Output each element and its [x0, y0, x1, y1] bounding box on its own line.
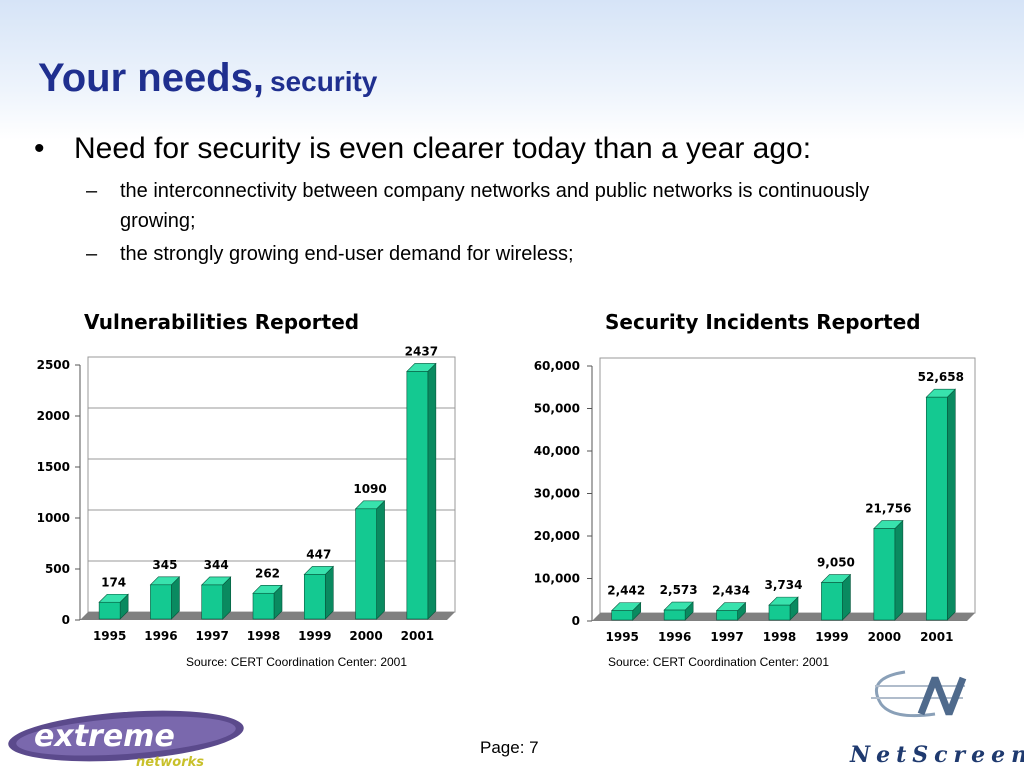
y-tick-label: 30,000 [534, 487, 580, 501]
x-tick-label: 2000 [349, 629, 382, 643]
bar-value-label: 1090 [353, 482, 386, 496]
sub-bullet-text: the interconnectivity between company ne… [120, 180, 870, 232]
title-main: Your needs, [38, 56, 264, 100]
x-tick-label: 1999 [815, 630, 848, 644]
x-tick-label: 1997 [710, 630, 743, 644]
bar-value-label: 52,658 [918, 370, 964, 384]
bar-value-label: 344 [204, 558, 229, 572]
x-tick-label: 2001 [920, 630, 953, 644]
bar-side [324, 565, 334, 620]
sub-bullet-text: the strongly growing end-user demand for… [120, 243, 574, 265]
bar [611, 610, 634, 621]
slide-title: Your needs, security [38, 56, 377, 101]
bar [201, 584, 224, 620]
y-tick-label: 500 [45, 562, 70, 576]
bar [768, 604, 791, 621]
extreme-networks-logo: extreme networks [8, 710, 244, 768]
bar-value-label: 447 [306, 547, 331, 561]
bar [873, 528, 896, 621]
dash-icon: – [86, 180, 98, 202]
bar-value-label: 174 [101, 575, 126, 589]
bar [925, 396, 948, 621]
dash-icon: – [86, 243, 98, 265]
sub-bullet: – the strongly growing end-user demand f… [86, 239, 906, 269]
x-tick-label: 1996 [658, 630, 691, 644]
extreme-logo-text: extreme [34, 719, 175, 754]
bar [303, 574, 326, 620]
x-tick-label: 2001 [401, 629, 434, 643]
plot-area [599, 357, 976, 614]
chart-title-incidents: Security Incidents Reported [605, 310, 921, 334]
bar-value-label: 345 [152, 558, 177, 572]
x-tick-label: 2000 [868, 630, 901, 644]
bar-value-label: 262 [255, 566, 280, 580]
bar-value-label: 2,573 [660, 583, 698, 597]
y-tick-label: 20,000 [534, 529, 580, 543]
page-number: Page: 7 [480, 738, 539, 757]
x-tick-label: 1999 [298, 629, 331, 643]
bar [663, 609, 686, 621]
bar-value-label: 2,442 [607, 584, 645, 598]
bar [406, 371, 429, 620]
x-tick-label: 1996 [144, 629, 177, 643]
y-tick-label: 0 [62, 613, 70, 627]
bar-value-label: 2,434 [712, 584, 750, 598]
source-note-incidents: Source: CERT Coordination Center: 2001 [608, 655, 830, 669]
bar [355, 508, 377, 620]
bar-value-label: 9,050 [817, 556, 855, 570]
bar-value-label: 3,734 [765, 578, 803, 592]
bar [98, 601, 121, 620]
title-sub: security [269, 66, 378, 97]
sub-bullet: – the interconnectivity between company … [86, 176, 906, 236]
bar-value-label: 21,756 [865, 502, 911, 516]
y-tick-label: 40,000 [534, 444, 580, 458]
x-tick-label: 1997 [196, 629, 229, 643]
main-bullet: • Need for security is even clearer today… [34, 132, 994, 166]
x-tick-label: 1995 [606, 630, 639, 644]
bar [716, 610, 738, 621]
source-note-vulnerabilities: Source: CERT Coordination Center: 2001 [186, 655, 408, 669]
chart-title-vulnerabilities: Vulnerabilities Reported [84, 310, 360, 334]
bar-side [894, 519, 904, 621]
y-tick-label: 1500 [37, 460, 70, 474]
bar [150, 584, 172, 620]
bar [252, 592, 275, 620]
bar-side [427, 362, 437, 620]
bar [821, 582, 843, 621]
y-tick-label: 10,000 [534, 572, 580, 586]
y-tick-label: 50,000 [534, 402, 580, 416]
x-tick-label: 1998 [763, 630, 796, 644]
bullet-icon: • [34, 132, 45, 165]
plot-area [87, 356, 456, 613]
x-tick-label: 1998 [247, 629, 280, 643]
bar-value-label: 2437 [405, 344, 438, 358]
y-tick-label: 2000 [37, 409, 70, 423]
main-bullet-text: Need for security is even clearer today … [74, 132, 812, 165]
y-tick-label: 2500 [37, 358, 70, 372]
x-tick-label: 1995 [93, 629, 126, 643]
netscreen-logo [871, 670, 967, 718]
y-tick-label: 60,000 [534, 359, 580, 373]
bar-side [946, 388, 956, 621]
bar-side [376, 500, 385, 620]
netscreen-wordmark: NetScreen [850, 742, 1024, 768]
y-tick-label: 0 [572, 614, 580, 628]
y-tick-label: 1000 [37, 511, 70, 525]
networks-logo-text: networks [136, 755, 204, 768]
